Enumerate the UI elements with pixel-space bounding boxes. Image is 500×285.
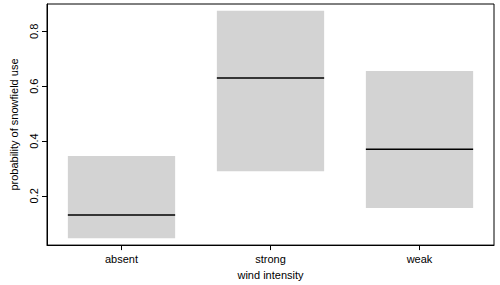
svg-text:0.2: 0.2 bbox=[28, 188, 40, 203]
svg-text:0.4: 0.4 bbox=[28, 133, 40, 148]
svg-text:strong: strong bbox=[255, 253, 286, 265]
svg-text:absent: absent bbox=[105, 253, 138, 265]
svg-text:0.6: 0.6 bbox=[28, 79, 40, 94]
svg-text:0.8: 0.8 bbox=[28, 24, 40, 39]
svg-text:weak: weak bbox=[406, 253, 433, 265]
svg-text:wind intensity: wind intensity bbox=[236, 269, 304, 281]
svg-text:probability of snowfield use: probability of snowfield use bbox=[8, 59, 20, 191]
